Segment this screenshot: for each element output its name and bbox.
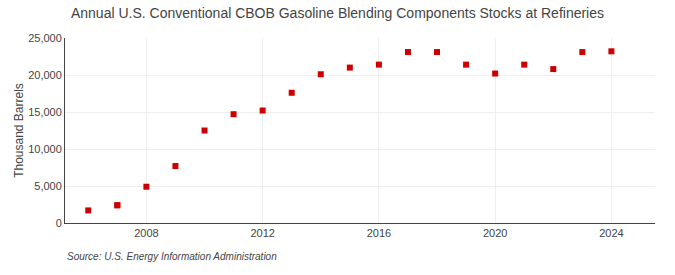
svg-text:2024: 2024 bbox=[599, 227, 623, 239]
svg-text:10,000: 10,000 bbox=[28, 143, 62, 155]
svg-text:2012: 2012 bbox=[250, 227, 274, 239]
svg-text:Annual U.S. Conventional CBOB: Annual U.S. Conventional CBOB Gasoline B… bbox=[71, 5, 604, 21]
svg-text:20,000: 20,000 bbox=[28, 69, 62, 81]
svg-text:5,000: 5,000 bbox=[34, 180, 62, 192]
svg-text:0: 0 bbox=[56, 217, 62, 229]
svg-text:15,000: 15,000 bbox=[28, 106, 62, 118]
svg-text:Thousand Barrels: Thousand Barrels bbox=[12, 83, 26, 178]
svg-text:Source: U.S. Energy Informatio: Source: U.S. Energy Information Administ… bbox=[67, 251, 277, 262]
svg-text:2020: 2020 bbox=[483, 227, 507, 239]
svg-text:2008: 2008 bbox=[134, 227, 158, 239]
svg-text:2016: 2016 bbox=[367, 227, 391, 239]
svg-text:25,000: 25,000 bbox=[28, 32, 62, 44]
